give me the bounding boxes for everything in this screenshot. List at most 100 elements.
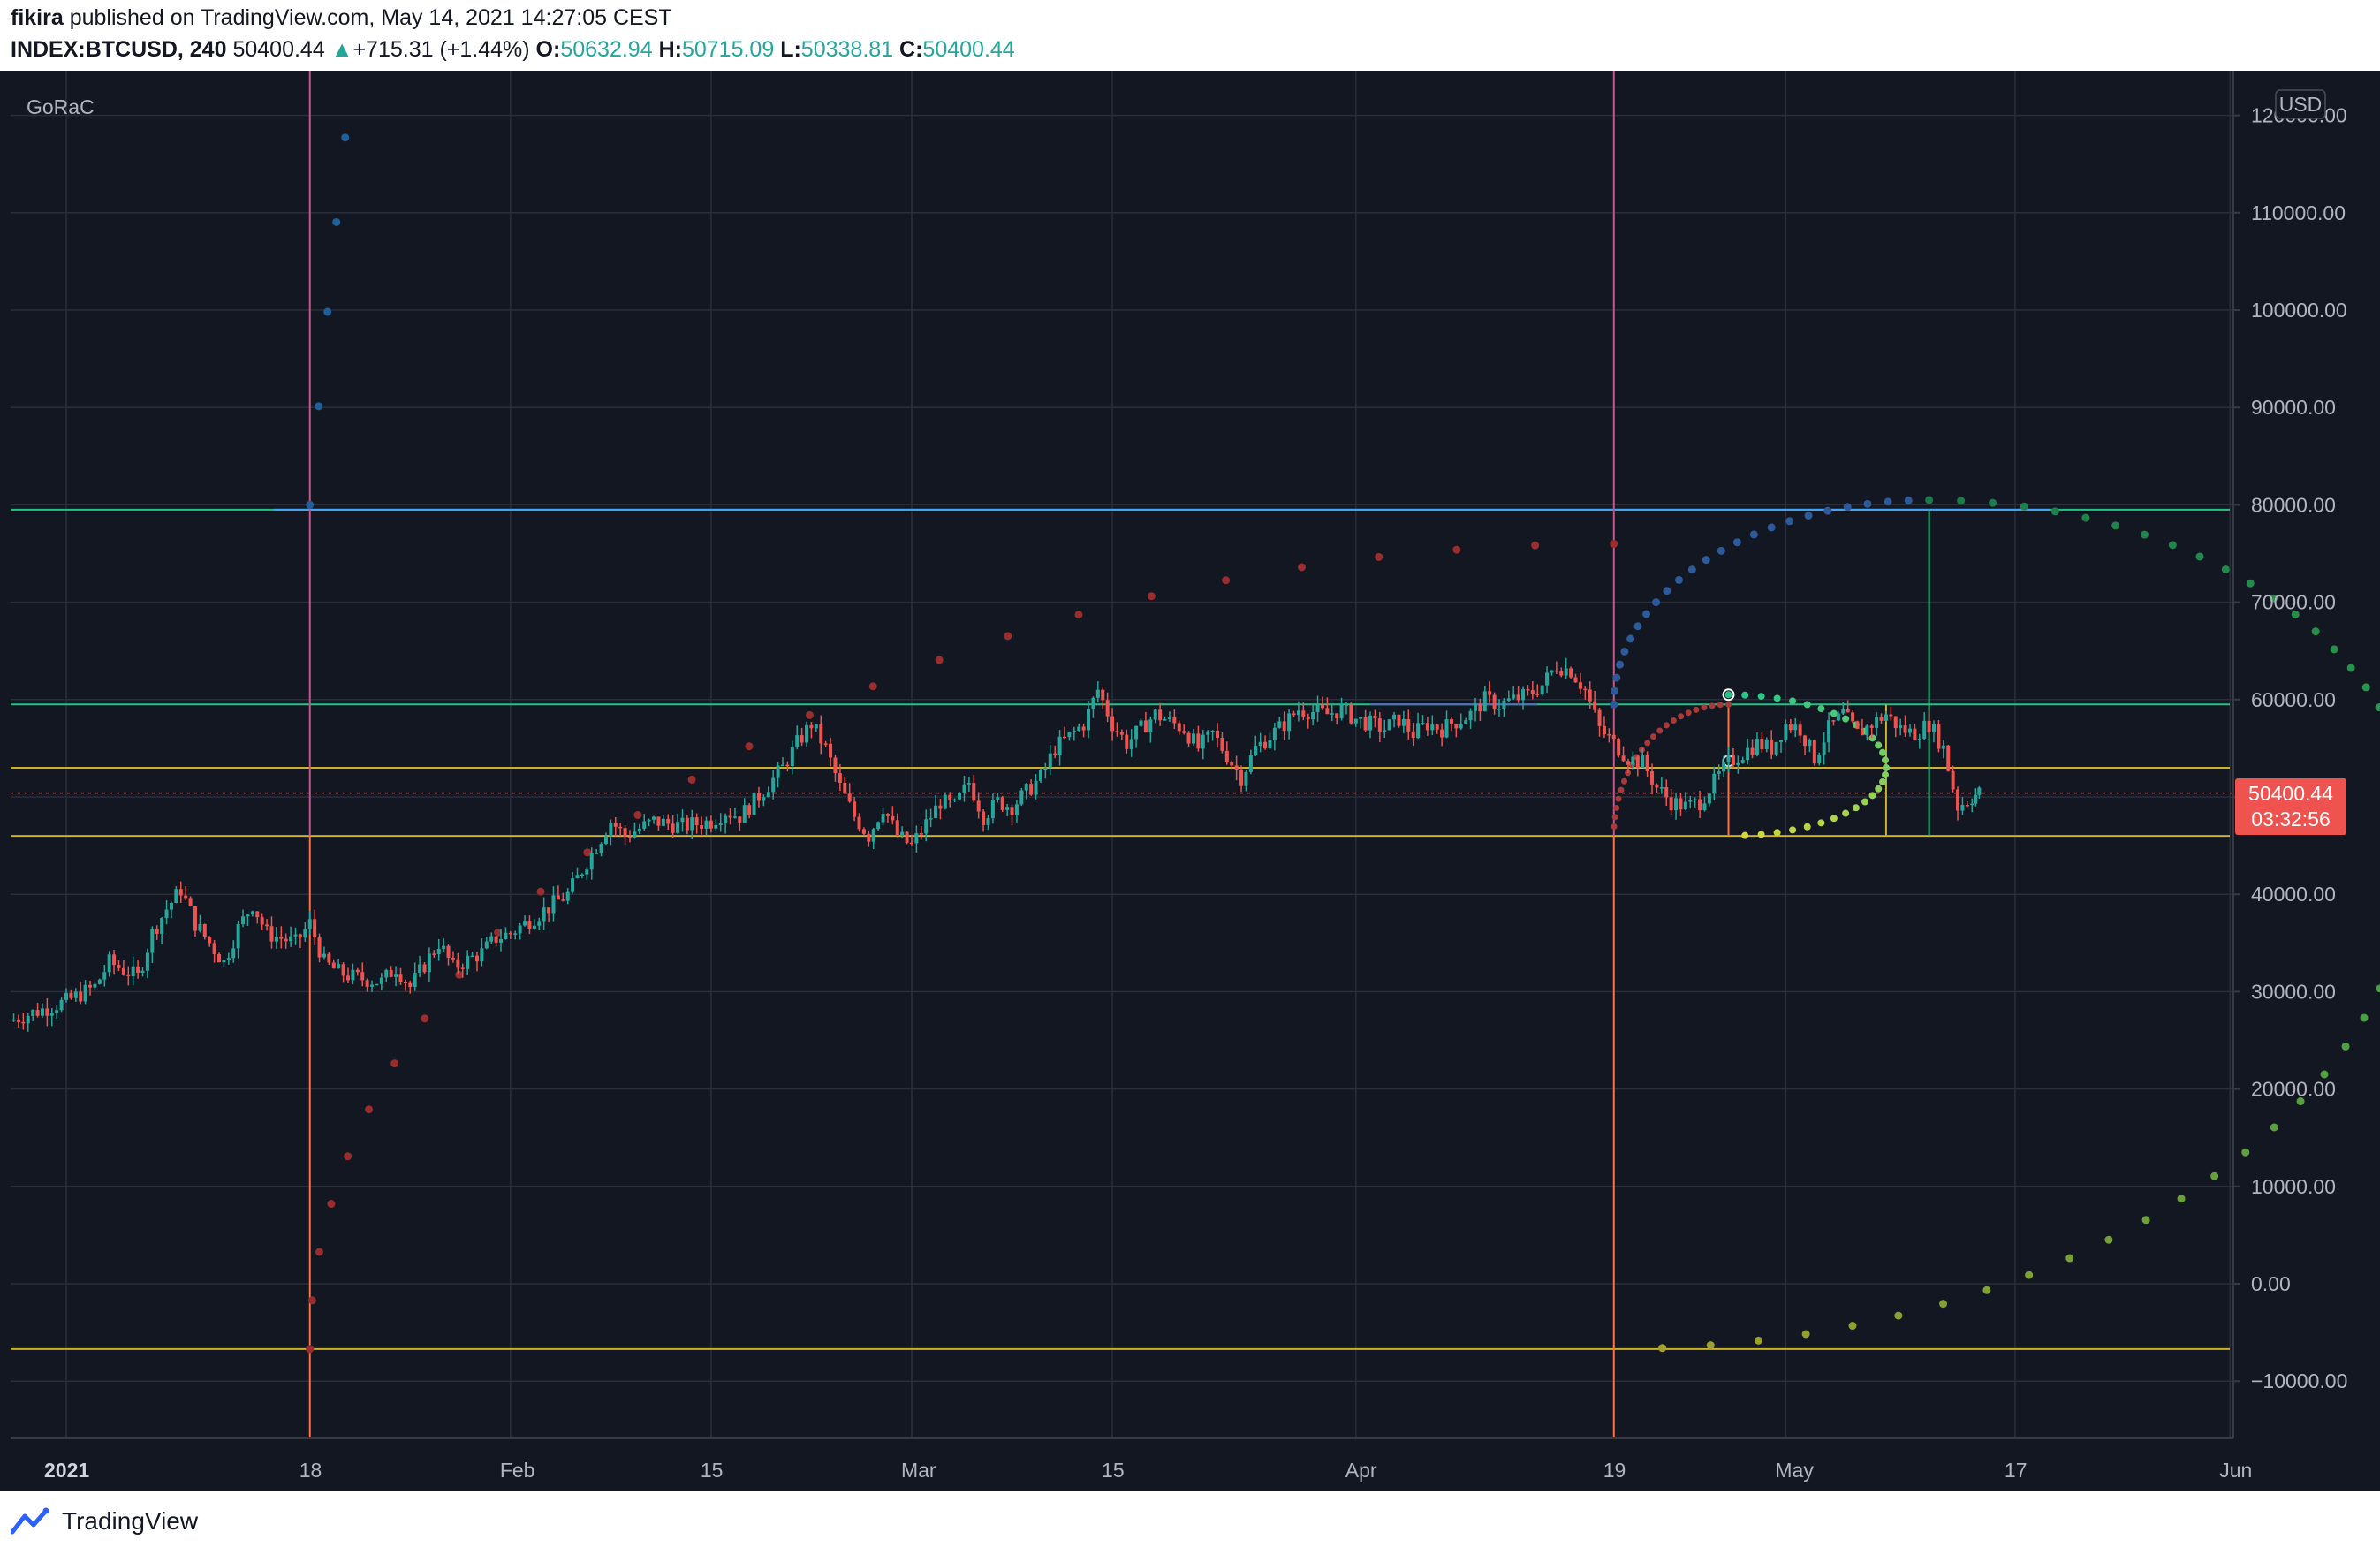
price-tick-label: −10000.00	[2251, 1369, 2347, 1392]
candle-body	[1688, 800, 1693, 802]
candle-body	[1330, 713, 1334, 715]
candle-body	[919, 833, 923, 835]
candle-body	[83, 984, 87, 1002]
candle-body	[1210, 730, 1215, 732]
candle-body	[1879, 717, 1884, 721]
tradingview-logo[interactable]: TradingView	[11, 1507, 198, 1536]
candle-body	[776, 765, 780, 778]
spiral-dot	[2195, 552, 2204, 561]
candle-body	[289, 936, 293, 942]
candle-body	[140, 970, 145, 973]
candle-body	[1401, 718, 1406, 726]
candle-body	[1320, 704, 1324, 709]
candle-body	[394, 974, 398, 977]
candle-body	[1158, 709, 1163, 721]
candle-body	[307, 919, 312, 929]
candle-body	[1282, 721, 1286, 732]
spiral-dot	[1879, 748, 1887, 756]
candle-body	[1822, 742, 1826, 755]
candle-body	[1377, 718, 1382, 732]
candle-body	[1129, 739, 1133, 749]
spiral-dot	[306, 1345, 315, 1354]
price-tick-label: 80000.00	[2251, 493, 2336, 516]
candle-body	[1937, 724, 1941, 749]
candle-body	[618, 826, 623, 829]
spiral-dot	[2050, 507, 2059, 516]
candle-body	[642, 821, 647, 829]
symbol-label[interactable]: INDEX:BTCUSD, 240	[11, 37, 227, 62]
price-axis[interactable]: 120000.00110000.00100000.0090000.0080000…	[2232, 71, 2347, 1438]
currency-label: USD	[2279, 93, 2323, 116]
candle-body	[1087, 709, 1091, 731]
publish-info: fikira published on TradingView.com, May…	[11, 5, 672, 31]
candle-body	[1974, 794, 1978, 804]
candle-body	[355, 969, 360, 973]
candle-body	[1655, 784, 1659, 788]
candle-body	[1526, 689, 1530, 691]
chart-canvas[interactable]: 120000.00110000.00100000.0090000.0080000…	[0, 71, 2380, 1491]
candle-body	[823, 743, 828, 745]
tradingview-logo-icon	[11, 1507, 49, 1535]
author-name[interactable]: fikira	[11, 5, 64, 30]
candle-body	[1669, 797, 1673, 811]
spiral-dot	[2168, 541, 2177, 550]
spiral-dot	[1863, 499, 1872, 508]
time-tick-label: 15	[1102, 1459, 1125, 1482]
candle-body	[384, 969, 389, 978]
spiral-dot	[1801, 1330, 1810, 1339]
candle-body	[909, 842, 913, 845]
candle-body	[599, 843, 603, 853]
candle-body	[79, 991, 83, 1002]
candle-body	[1216, 730, 1220, 739]
last-price-tag[interactable]: 50400.44 03:32:56	[2235, 778, 2346, 835]
candle-body	[1268, 740, 1272, 749]
candle-body	[174, 889, 178, 903]
candle-body	[752, 793, 756, 815]
time-axis[interactable]: 202118Feb15Mar15Apr19May17Jun14	[11, 1437, 2380, 1482]
spiral-dot	[421, 1014, 429, 1023]
candle-body	[1746, 747, 1750, 761]
candle-body	[747, 805, 752, 815]
candle-body	[1907, 728, 1912, 733]
candle-body	[1349, 704, 1353, 724]
candle-body	[1817, 754, 1822, 764]
candle-body	[694, 817, 699, 826]
candle-body	[1698, 799, 1702, 811]
spiral-dot	[1879, 778, 1887, 785]
candle-body	[1057, 736, 1062, 755]
spiral-dot	[1957, 497, 1966, 505]
spiral-dot	[1663, 722, 1670, 729]
spiral-dot	[2270, 1123, 2278, 1132]
candle-body	[1105, 700, 1110, 717]
candle-body	[972, 783, 976, 801]
spiral-dot	[1830, 709, 1838, 717]
candle-body	[160, 918, 164, 934]
candle-body	[49, 1013, 54, 1016]
candle-body	[408, 982, 413, 988]
candle-body	[370, 984, 375, 987]
candle-body	[627, 836, 632, 838]
candle-body	[829, 743, 833, 758]
spiral-dot	[1650, 733, 1657, 740]
candle-body	[1731, 755, 1735, 765]
candle-body	[809, 724, 814, 729]
currency-box[interactable]	[2275, 89, 2326, 119]
candle-body	[1464, 720, 1468, 724]
candle-body	[1014, 804, 1019, 815]
candle-body	[843, 783, 847, 794]
candle-body	[1965, 805, 1969, 807]
candle-body	[1292, 713, 1296, 716]
spiral-dot	[2360, 1013, 2369, 1022]
candle-body	[1201, 734, 1205, 749]
candle-body	[246, 914, 250, 917]
chart-area[interactable]: 120000.00110000.00100000.0090000.0080000…	[0, 71, 2380, 1491]
spiral-dot	[1701, 704, 1708, 711]
candle-body	[523, 921, 527, 926]
candle-body	[303, 929, 307, 938]
candle-body	[1597, 709, 1602, 726]
candle-body	[1836, 713, 1840, 721]
candle-body	[671, 823, 675, 833]
candle-body	[327, 953, 331, 963]
candle-body	[1535, 694, 1540, 695]
indicator-label[interactable]: GoRaC	[27, 95, 95, 118]
